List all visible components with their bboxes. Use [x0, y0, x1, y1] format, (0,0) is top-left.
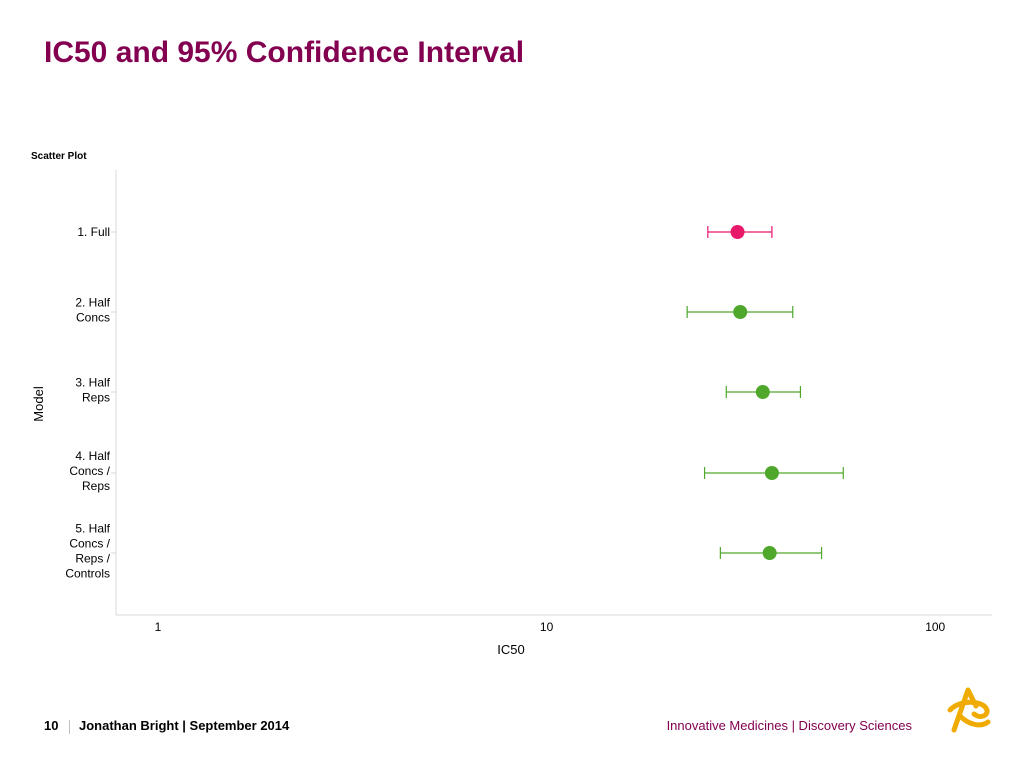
- data-marks: [686, 225, 844, 560]
- page-number: 10: [44, 718, 59, 733]
- x-axis-label: IC50: [497, 642, 524, 657]
- panel-title: Scatter Plot: [31, 151, 87, 162]
- x-ticks: 1 10 100: [155, 620, 946, 634]
- y-axis-label: Model: [31, 386, 46, 422]
- y-tick-label: Concs /: [69, 464, 110, 478]
- y-tick-label: Concs: [76, 311, 110, 325]
- y-tick-label: 3. Half: [75, 376, 110, 390]
- tagline: Innovative Medicines | Discovery Science…: [666, 718, 912, 733]
- astrazeneca-logo-icon: [947, 687, 991, 733]
- y-tick-label: Reps /: [75, 552, 110, 566]
- x-tick-label: 100: [925, 620, 945, 634]
- data-point: [764, 466, 779, 480]
- data-point: [755, 385, 770, 399]
- slide-title: IC50 and 95% Confidence Interval: [44, 36, 525, 69]
- y-tick-label: Reps: [82, 391, 110, 405]
- y-tick-label: 5. Half: [75, 522, 110, 536]
- y-tick-label: Concs /: [69, 537, 110, 551]
- y-tick-label: Controls: [65, 567, 110, 581]
- data-point: [762, 546, 777, 560]
- data-point: [733, 305, 748, 319]
- x-tick-label: 1: [155, 620, 162, 634]
- x-tick-label: 10: [540, 620, 554, 634]
- y-tick-label: Reps: [82, 479, 110, 493]
- author-date: Jonathan Bright | September 2014: [79, 718, 290, 733]
- data-point: [730, 225, 745, 239]
- y-tick-label: 2. Half: [75, 296, 110, 310]
- y-tick-label: 1. Full: [77, 225, 110, 239]
- y-tick-label: 4. Half: [75, 449, 110, 463]
- footer-divider: [69, 720, 70, 734]
